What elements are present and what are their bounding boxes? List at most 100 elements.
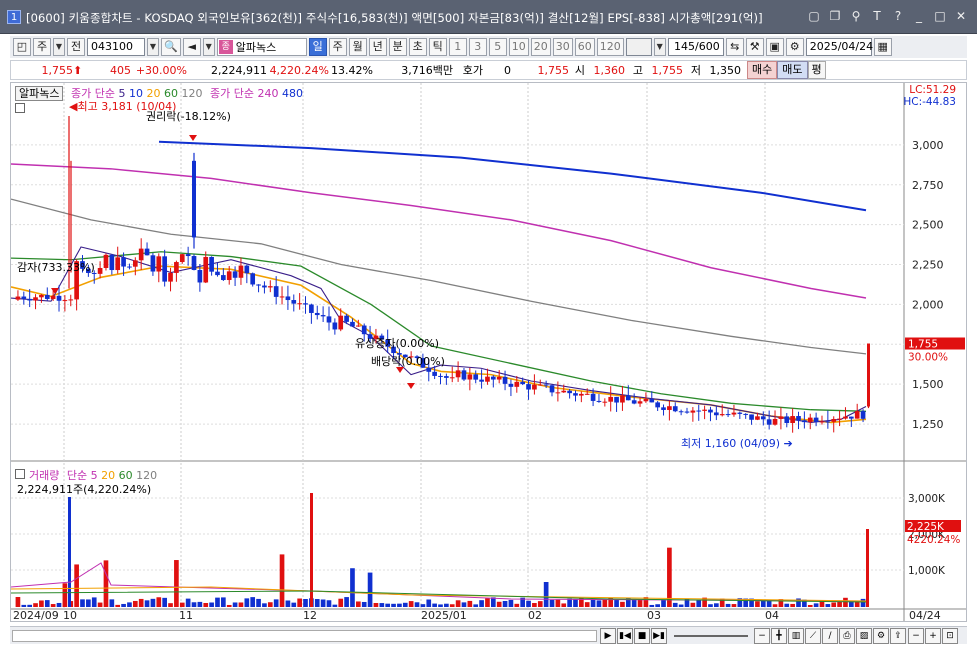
tool-icon[interactable]: ⚒ xyxy=(745,38,764,56)
restore-small-icon[interactable]: ▢ xyxy=(808,9,820,23)
candle-body xyxy=(561,390,567,393)
quote-price: 1,755 xyxy=(537,63,570,77)
close-icon[interactable]: ✕ xyxy=(955,9,967,23)
volume-bar xyxy=(397,603,402,607)
help-icon[interactable]: ? xyxy=(894,9,902,23)
period-minute[interactable]: 분 xyxy=(388,38,407,56)
export-icon[interactable]: ⇪ xyxy=(890,628,906,644)
minute-5[interactable]: 5 xyxy=(488,38,507,56)
average-button[interactable]: 평 xyxy=(807,61,826,79)
candle-body xyxy=(573,393,578,396)
volume-bar xyxy=(150,598,156,607)
scroll-track[interactable] xyxy=(12,630,597,642)
image-icon[interactable]: ▨ xyxy=(856,628,872,644)
minute-120[interactable]: 120 xyxy=(596,38,624,56)
period-month[interactable]: 월 xyxy=(348,38,367,56)
candle-body xyxy=(643,399,649,402)
volume-legend-checkbox[interactable] xyxy=(15,469,25,479)
volume-bar xyxy=(174,560,179,607)
date-tick-label: 2024/09 xyxy=(13,609,59,621)
candle-body xyxy=(221,275,226,281)
speaker-icon[interactable]: ◄ xyxy=(182,38,201,56)
print-icon[interactable]: ⎙ xyxy=(839,628,855,644)
minute-3[interactable]: 3 xyxy=(468,38,487,56)
scroll-stop-icon[interactable]: ■ xyxy=(634,628,650,644)
legend-ma10: 10 xyxy=(128,87,143,100)
fit-icon[interactable]: ⊡ xyxy=(942,628,958,644)
all-button[interactable]: 전 xyxy=(67,38,85,56)
annotation-dividend: 배당락(0.00%) xyxy=(371,355,445,368)
calendar-icon[interactable]: ▦ xyxy=(873,38,892,56)
volume-bar xyxy=(702,597,707,607)
line-icon[interactable]: ∕ xyxy=(822,628,838,644)
paid-increase-marker xyxy=(396,367,404,373)
period-day[interactable]: 일 xyxy=(308,38,327,56)
volume-bar xyxy=(467,600,473,607)
zoom-slider[interactable] xyxy=(674,635,748,637)
candle-body xyxy=(702,409,707,411)
chevron-down-icon[interactable]: ▼ xyxy=(53,38,65,56)
period-tick[interactable]: 틱 xyxy=(428,38,447,56)
minute-30[interactable]: 30 xyxy=(552,38,573,56)
minimize-icon[interactable]: _ xyxy=(916,9,922,23)
chart-menu-icon[interactable]: ◰ xyxy=(13,38,31,56)
date-tick-label: 12 xyxy=(303,609,317,621)
volume-bar xyxy=(860,598,866,607)
trend-icon[interactable]: ⟋ xyxy=(805,628,821,644)
legend-ma2-label: 종가 단순 xyxy=(209,87,254,100)
buy-button[interactable]: 매수 xyxy=(747,61,778,79)
gear-icon[interactable]: ⚙ xyxy=(785,38,804,56)
volume-bar xyxy=(44,600,50,607)
minute-1[interactable]: 1 xyxy=(448,38,467,56)
period-year[interactable]: 년 xyxy=(368,38,387,56)
chart-area[interactable]: 3,0002,7502,5002,2502,0001,7501,5001,250… xyxy=(10,82,967,622)
chart-type-icon[interactable]: ╋ xyxy=(771,628,787,644)
candle-icon[interactable]: ▥ xyxy=(788,628,804,644)
pin-icon[interactable]: ⚲ xyxy=(851,9,861,23)
candle-body xyxy=(62,300,68,302)
tile-icon[interactable]: ❐ xyxy=(829,9,841,23)
volume-spike-bar xyxy=(310,493,313,607)
chevron-down-icon[interactable]: ▼ xyxy=(653,38,666,56)
candle-body xyxy=(719,414,725,416)
settings-icon[interactable]: ⚙ xyxy=(873,628,889,644)
scroll-last-icon[interactable]: ▶▮ xyxy=(651,628,667,644)
font-icon[interactable]: T xyxy=(873,9,881,23)
volume-bar xyxy=(444,603,449,607)
plus-icon[interactable]: + xyxy=(925,628,941,644)
date-input[interactable]: 2025/04/24 xyxy=(805,38,873,56)
period-second[interactable]: 초 xyxy=(408,38,427,56)
zoom-out-icon[interactable]: − xyxy=(754,628,770,644)
save-icon[interactable]: ▣ xyxy=(765,38,784,56)
scroll-first-icon[interactable]: ▮◀ xyxy=(617,628,633,644)
scroll-right-icon[interactable]: ▶ xyxy=(600,628,616,644)
volume-bar xyxy=(620,601,625,607)
chevron-down-icon[interactable]: ▼ xyxy=(202,38,215,56)
volume-bar xyxy=(50,604,56,607)
window-controls: ▢ ❐ ⚲ T ? _ □ ✕ xyxy=(806,8,969,24)
minute-10[interactable]: 10 xyxy=(508,38,529,56)
minus-icon[interactable]: − xyxy=(908,628,924,644)
sell-button[interactable]: 매도 xyxy=(777,61,808,79)
arrows-icon[interactable]: ⇆ xyxy=(725,38,744,56)
maximize-icon[interactable]: □ xyxy=(934,9,946,23)
data-count-input[interactable]: 145/600 xyxy=(667,38,724,56)
chevron-down-icon[interactable]: ▼ xyxy=(147,38,159,56)
minute-20[interactable]: 20 xyxy=(530,38,551,56)
chart-canvas[interactable]: 3,0002,7502,5002,2502,0001,7501,5001,250… xyxy=(11,83,966,621)
stock-code-input[interactable]: 043100 xyxy=(87,38,145,56)
candle-body xyxy=(602,401,608,403)
legend-toggle-checkbox[interactable] xyxy=(15,103,25,113)
stock-name-tag[interactable]: 종 알파녹스 xyxy=(216,38,307,56)
custom-period-input[interactable] xyxy=(625,38,652,56)
legend-stock-name[interactable]: 알파녹스 xyxy=(15,86,64,101)
quote-info-row: 1,755 ⬆ 405 +30.00% 2,224,911 4,220.24% … xyxy=(10,60,967,80)
volume-bar xyxy=(755,601,760,607)
candle-body xyxy=(854,411,860,419)
volume-bar xyxy=(625,598,631,607)
window-title: [0600] 키움종합차트 - KOSDAQ 외국인보유[362(천)] 주식수… xyxy=(26,11,763,25)
minute-60[interactable]: 60 xyxy=(574,38,595,56)
search-icon[interactable]: 🔍 xyxy=(161,38,181,56)
period-week[interactable]: 주 xyxy=(328,38,347,56)
market-select[interactable]: 주 xyxy=(33,38,51,56)
